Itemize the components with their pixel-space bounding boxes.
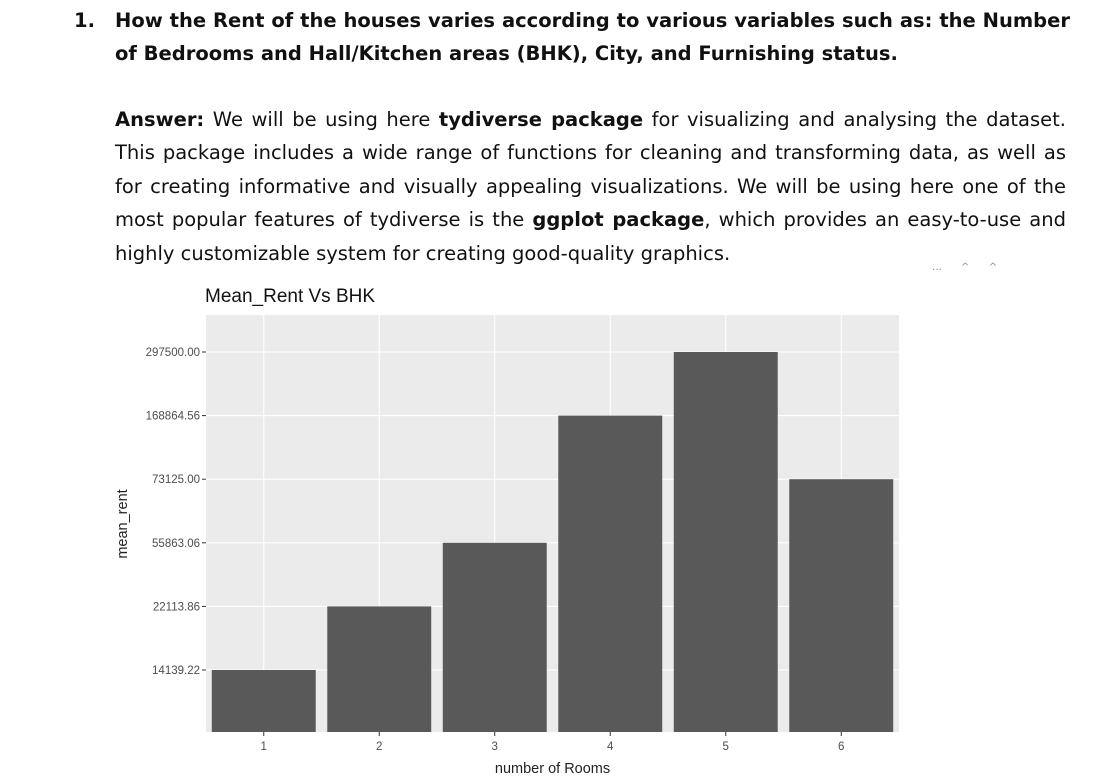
ggplot-term: ggplot package bbox=[532, 208, 705, 232]
bar-2 bbox=[327, 606, 432, 732]
y-axis-label: mean_rent bbox=[115, 489, 131, 558]
y-tick-label: 22113.86 bbox=[153, 601, 200, 613]
question-number: 1. bbox=[74, 9, 95, 32]
y-tick-label: 14139.22 bbox=[152, 665, 200, 677]
tidyverse-term: tydiverse package bbox=[438, 108, 644, 131]
answer-text-1: We will be using here bbox=[204, 108, 439, 131]
answer-label: Answer: bbox=[115, 108, 205, 131]
bar-6 bbox=[789, 479, 894, 732]
faint-marks: … ^ ^ bbox=[932, 262, 1006, 273]
chart-title: Mean_Rent Vs BHK bbox=[205, 286, 376, 307]
x-axis-label: number of Rooms bbox=[495, 761, 610, 777]
x-tick-label: 3 bbox=[492, 741, 498, 753]
question-text: How the Rent of the houses varies accord… bbox=[115, 9, 1070, 65]
y-tick-label: 73125.00 bbox=[152, 474, 200, 486]
answer-text-2: for visualizing and analysing the datase… bbox=[115, 108, 1067, 232]
y-tick-label: 168864.56 bbox=[146, 411, 200, 423]
x-tick-label: 5 bbox=[723, 741, 729, 753]
plot-panel bbox=[206, 315, 899, 732]
x-tick-label: 2 bbox=[376, 741, 382, 753]
y-tick-label: 55863.06 bbox=[152, 538, 200, 550]
bar-5 bbox=[673, 352, 778, 732]
x-tick-label: 1 bbox=[261, 741, 267, 753]
answer-text-3: , which provides an easy-to-use and high… bbox=[115, 208, 1066, 265]
answer-paragraph: Answer: We will be using here tydiverse … bbox=[115, 103, 1066, 270]
y-tick-label: 297500.00 bbox=[146, 347, 200, 359]
bar-1 bbox=[211, 670, 316, 732]
bar-3 bbox=[442, 542, 547, 732]
x-tick-label: 4 bbox=[607, 741, 614, 753]
bar-4 bbox=[558, 415, 663, 732]
x-tick-label: 6 bbox=[838, 741, 844, 753]
